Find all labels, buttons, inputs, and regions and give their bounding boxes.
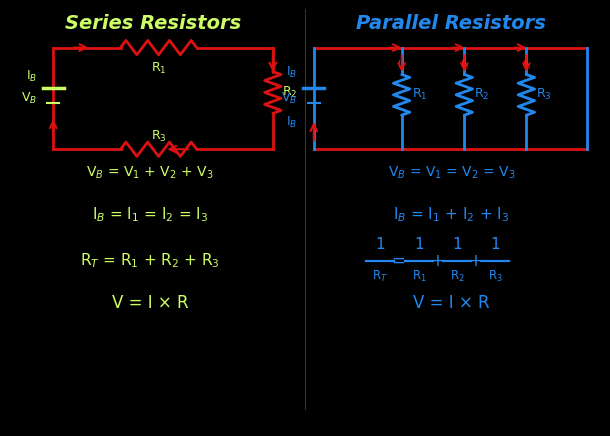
Text: R$_1$: R$_1$ (151, 61, 167, 76)
Text: V = I × R: V = I × R (413, 294, 490, 312)
Text: R$_3$: R$_3$ (151, 129, 167, 144)
Text: Series Resistors: Series Resistors (65, 14, 241, 33)
Text: R$_1$: R$_1$ (412, 269, 426, 283)
Text: V$_B$: V$_B$ (281, 91, 298, 106)
Text: V$_B$: V$_B$ (21, 91, 37, 106)
Text: Parallel Resistors: Parallel Resistors (356, 14, 547, 33)
Text: 1: 1 (414, 238, 424, 252)
Text: =: = (391, 252, 405, 270)
Text: 1: 1 (375, 238, 385, 252)
Text: R$_T$ = R$_1$ + R$_2$ + R$_3$: R$_T$ = R$_1$ + R$_2$ + R$_3$ (80, 252, 220, 270)
Text: R$_2$: R$_2$ (474, 87, 490, 102)
Text: R$_3$: R$_3$ (488, 269, 503, 283)
Text: 1: 1 (453, 238, 462, 252)
Text: R$_1$: R$_1$ (412, 87, 427, 102)
Text: R$_T$: R$_T$ (372, 269, 388, 283)
Text: I$_1$: I$_1$ (397, 58, 406, 72)
Text: R$_3$: R$_3$ (536, 87, 552, 102)
Text: V$_B$ = V$_1$ = V$_2$ = V$_3$: V$_B$ = V$_1$ = V$_2$ = V$_3$ (388, 165, 515, 181)
Text: V = I × R: V = I × R (112, 294, 188, 312)
Text: R$_2$: R$_2$ (282, 85, 297, 100)
Text: I$_2$: I$_2$ (460, 58, 469, 72)
Text: I$_B$: I$_B$ (26, 69, 37, 84)
Text: I$_B$: I$_B$ (286, 115, 298, 130)
Text: I$_B$ = I$_1$ + I$_2$ + I$_3$: I$_B$ = I$_1$ + I$_2$ + I$_3$ (393, 206, 509, 225)
Text: I$_B$: I$_B$ (286, 65, 298, 80)
Text: R$_2$: R$_2$ (450, 269, 465, 283)
Text: +: + (430, 252, 443, 270)
Text: 1: 1 (490, 238, 500, 252)
Text: I$_3$: I$_3$ (522, 58, 531, 72)
Text: +: + (468, 252, 482, 270)
Text: V$_B$ = V$_1$ + V$_2$ + V$_3$: V$_B$ = V$_1$ + V$_2$ + V$_3$ (86, 165, 214, 181)
Text: I$_B$ = I$_1$ = I$_2$ = I$_3$: I$_B$ = I$_1$ = I$_2$ = I$_3$ (92, 206, 208, 225)
